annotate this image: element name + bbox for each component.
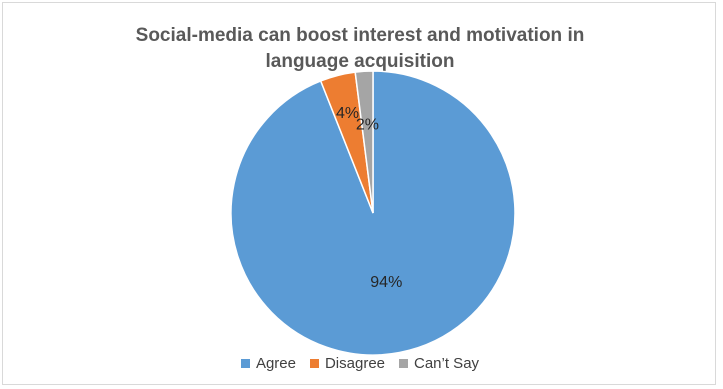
data-label-disagree: 4% [336, 105, 359, 122]
chart-title-line-2: language acquisition [265, 51, 455, 72]
legend-label-agree: Agree [255, 355, 296, 372]
legend-swatch-agree [240, 359, 250, 368]
legend-label-cant-say: Can’t Say [414, 355, 480, 372]
legend-item-cant-say: Can’t Say [399, 355, 479, 372]
chart-title: Social-media can boost interest and moti… [3, 23, 717, 75]
legend-label-disagree: Disagree [324, 355, 385, 372]
data-label-cant-say: 2% [356, 116, 379, 133]
legend-swatch-disagree [309, 359, 319, 368]
legend: Agree Disagree Can’t Say [3, 355, 717, 372]
data-label-agree: 94% [370, 274, 402, 291]
legend-swatch-cant-say [399, 359, 408, 368]
legend-item-disagree: Disagree [309, 355, 385, 372]
chart-title-line-1: Social-media can boost interest and moti… [135, 25, 585, 46]
chart-area: Social-media can boost interest and moti… [2, 2, 716, 385]
legend-item-agree: Agree [240, 355, 296, 372]
pie-plot: 94% 4%2% [230, 70, 516, 356]
pie-slice-cant-say [354, 70, 374, 214]
